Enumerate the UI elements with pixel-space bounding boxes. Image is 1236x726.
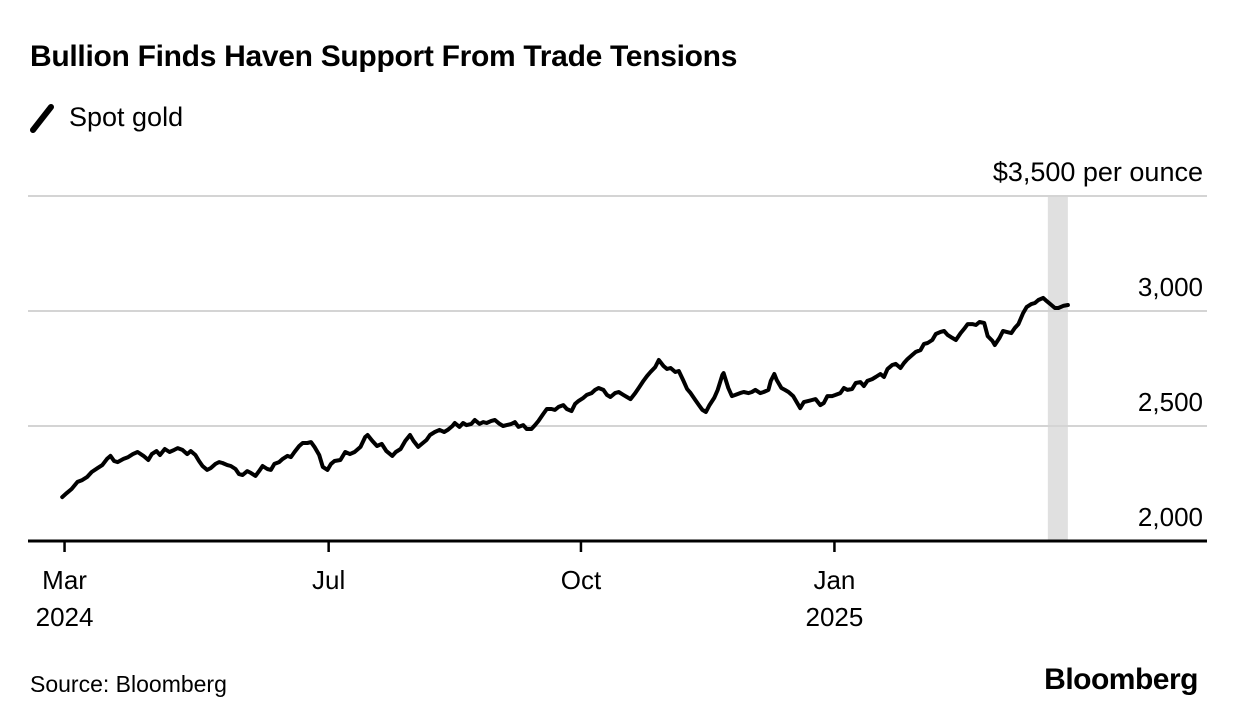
source-credit: Source: Bloomberg <box>30 671 227 697</box>
x-axis-label-jan: Jan <box>813 565 855 595</box>
y-axis-label-3000: 3,000 <box>1138 272 1203 302</box>
x-axis-year-2024: 2024 <box>36 602 94 632</box>
legend-label: Spot gold <box>69 102 184 132</box>
chart-title: Bullion Finds Haven Support From Trade T… <box>30 40 738 73</box>
recent-period-highlight-band <box>1047 196 1068 541</box>
x-axis-year-2025: 2025 <box>806 602 864 632</box>
x-axis-label-oct: Oct <box>561 565 602 595</box>
bloomberg-logo: Bloomberg <box>1044 663 1198 696</box>
line-slash-icon <box>30 103 54 133</box>
y-axis-label-2000: 2,000 <box>1138 502 1203 532</box>
x-axis-label-mar: Mar <box>42 565 87 595</box>
spot-gold-price-line <box>60 295 1070 500</box>
y-axis-unit-label: $3,500 per ounce <box>993 157 1203 187</box>
x-axis-label-jul: Jul <box>312 565 345 595</box>
y-axis-label-2500: 2,500 <box>1138 387 1203 417</box>
legend: Spot gold <box>30 102 183 133</box>
